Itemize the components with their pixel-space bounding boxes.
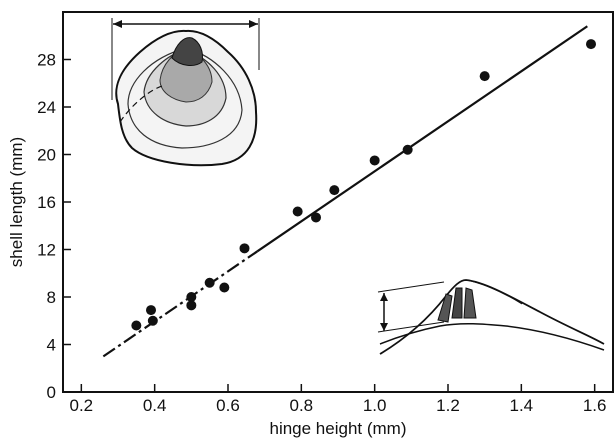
arrowhead-left-icon — [113, 20, 122, 28]
data-point — [146, 305, 156, 316]
hinge-profile-inner-icon — [379, 322, 605, 351]
data-point — [204, 277, 215, 288]
shell-length-inset — [111, 18, 260, 167]
data-point — [311, 212, 321, 223]
hinge-top-edge — [465, 279, 523, 305]
data-point — [369, 155, 380, 166]
regression-line-solid — [256, 25, 588, 253]
data-point — [329, 185, 340, 196]
hinge-height-bottom-guide — [377, 321, 445, 333]
x-tick-label: 1.0 — [363, 396, 387, 415]
regression-line — [102, 25, 588, 358]
arrowhead-up-icon — [380, 293, 388, 301]
hinge-tooth-1-icon — [437, 293, 453, 323]
y-tick-label: 24 — [37, 98, 56, 117]
data-point — [239, 243, 250, 254]
data-point — [402, 144, 413, 155]
data-point — [186, 300, 197, 311]
y-tick-label: 4 — [47, 336, 56, 355]
data-point — [147, 315, 158, 326]
hinge-tooth-2-icon — [451, 287, 463, 319]
shell-umbo — [171, 37, 203, 66]
y-tick-label: 8 — [47, 288, 56, 307]
x-tick-label: 1.4 — [510, 396, 534, 415]
data-point — [219, 282, 230, 293]
x-axis-ticks: 0.2 0.4 0.6 0.8 1.0 1.2 1.4 1.6 — [70, 384, 607, 415]
x-tick-label: 0.4 — [143, 396, 167, 415]
arrowhead-down-icon — [380, 323, 388, 331]
x-tick-label: 0.2 — [70, 396, 94, 415]
x-tick-label: 1.6 — [583, 396, 607, 415]
y-tick-label: 0 — [47, 383, 56, 402]
regression-line-dashed — [102, 250, 258, 358]
arrowhead-right-icon — [249, 20, 258, 28]
x-tick-label: 1.2 — [436, 396, 460, 415]
y-axis-label: shell length (mm) — [7, 137, 26, 267]
hinge-height-inset — [377, 279, 605, 355]
y-tick-label: 16 — [37, 193, 56, 212]
data-point — [586, 39, 596, 50]
shell-hinge-dash — [119, 85, 163, 123]
data-point — [479, 71, 490, 82]
shell-growth-ring-1 — [127, 47, 243, 149]
x-tick-label: 0.6 — [216, 396, 240, 415]
y-tick-label: 28 — [37, 51, 56, 70]
y-axis-ticks: 0 4 8 12 16 20 24 28 — [37, 51, 71, 402]
x-axis-label: hinge height (mm) — [269, 419, 406, 438]
y-tick-label: 20 — [37, 146, 56, 165]
data-point — [292, 206, 303, 217]
data-point — [131, 320, 142, 331]
hinge-tooth-3-icon — [463, 287, 477, 319]
hinge-height-top-guide — [377, 281, 445, 293]
y-tick-label: 12 — [37, 241, 56, 260]
data-points — [131, 39, 596, 331]
hinge-profile-outer-icon — [379, 279, 605, 355]
x-tick-label: 0.8 — [290, 396, 314, 415]
data-point — [186, 292, 197, 302]
